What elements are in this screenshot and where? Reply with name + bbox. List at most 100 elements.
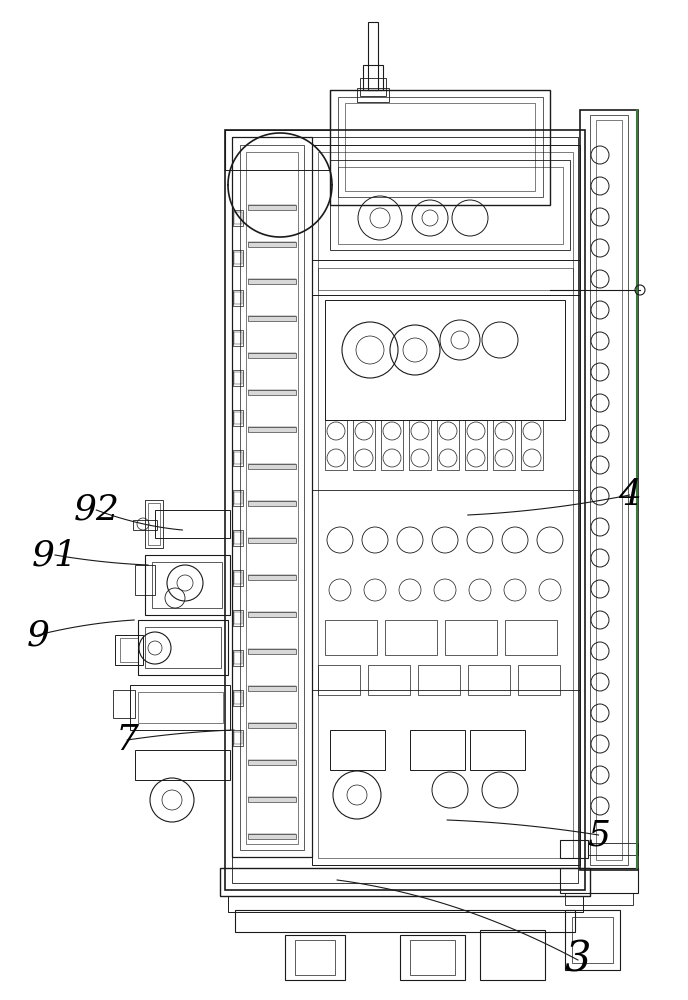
Bar xyxy=(368,665,410,695)
Bar xyxy=(480,930,545,980)
Bar xyxy=(234,252,242,264)
Bar xyxy=(234,332,242,344)
Bar xyxy=(138,692,223,723)
Bar xyxy=(135,565,155,595)
Bar xyxy=(248,760,296,765)
Bar xyxy=(368,22,378,90)
Bar xyxy=(228,896,583,912)
Bar xyxy=(233,330,243,346)
Bar xyxy=(233,730,243,746)
Bar xyxy=(312,490,580,690)
Text: 92: 92 xyxy=(74,493,119,527)
Bar xyxy=(248,649,296,654)
Bar xyxy=(410,730,465,770)
Text: 7: 7 xyxy=(116,723,139,757)
Bar xyxy=(560,868,638,893)
Bar xyxy=(248,205,296,210)
Text: 9: 9 xyxy=(26,618,50,652)
Text: 3: 3 xyxy=(565,939,591,981)
Bar xyxy=(138,620,228,675)
Bar xyxy=(596,120,622,860)
Bar xyxy=(233,690,243,706)
Bar xyxy=(248,723,296,728)
Bar xyxy=(363,65,383,90)
Bar xyxy=(409,420,431,470)
Bar xyxy=(248,501,296,506)
Bar xyxy=(234,692,242,704)
Bar xyxy=(468,665,510,695)
Bar xyxy=(357,88,389,102)
Bar xyxy=(505,620,557,655)
Bar xyxy=(248,390,296,395)
Bar xyxy=(295,940,335,975)
Bar xyxy=(220,868,590,896)
Bar xyxy=(565,893,633,905)
Bar xyxy=(470,730,525,770)
Bar xyxy=(325,300,565,420)
Bar xyxy=(572,917,613,963)
Bar xyxy=(135,750,230,780)
Bar xyxy=(145,627,221,668)
Bar xyxy=(145,555,230,615)
Bar xyxy=(234,212,242,224)
Bar xyxy=(565,910,620,970)
Bar xyxy=(400,935,465,980)
Text: 4: 4 xyxy=(618,478,641,512)
Bar xyxy=(248,797,296,802)
Bar xyxy=(312,145,580,865)
Bar xyxy=(248,427,296,432)
Bar xyxy=(360,78,386,96)
Bar xyxy=(234,412,242,424)
Bar xyxy=(437,420,459,470)
Bar xyxy=(318,152,573,858)
Bar xyxy=(318,268,573,290)
Bar xyxy=(234,452,242,464)
Bar xyxy=(248,242,296,247)
Bar xyxy=(325,620,377,655)
Bar xyxy=(233,610,243,626)
Bar xyxy=(248,316,296,321)
Bar xyxy=(330,90,550,205)
Bar xyxy=(248,279,296,284)
Bar xyxy=(521,420,543,470)
Bar xyxy=(590,115,628,865)
Bar xyxy=(233,250,243,266)
Bar xyxy=(120,638,138,662)
Bar xyxy=(113,690,135,718)
Bar xyxy=(330,730,385,770)
Bar xyxy=(234,292,242,304)
Bar xyxy=(580,110,638,870)
Bar xyxy=(234,532,242,544)
Bar xyxy=(418,665,460,695)
Bar xyxy=(232,137,578,883)
Bar xyxy=(233,570,243,586)
Bar xyxy=(225,130,330,170)
Bar xyxy=(410,940,455,975)
Bar xyxy=(130,685,230,730)
Bar xyxy=(233,410,243,426)
Bar xyxy=(234,572,242,584)
Bar xyxy=(233,530,243,546)
Bar xyxy=(148,503,160,545)
Bar xyxy=(248,575,296,580)
Bar xyxy=(345,103,535,191)
Bar xyxy=(235,910,575,932)
Bar xyxy=(155,510,230,538)
Bar xyxy=(240,145,304,850)
Bar xyxy=(225,130,585,890)
Bar xyxy=(234,652,242,664)
Bar xyxy=(385,620,437,655)
Bar xyxy=(233,490,243,506)
Bar xyxy=(233,450,243,466)
Bar xyxy=(381,420,403,470)
Bar xyxy=(493,420,515,470)
Bar xyxy=(285,935,345,980)
Bar xyxy=(312,260,580,295)
Bar xyxy=(234,612,242,624)
Bar xyxy=(234,492,242,504)
Bar xyxy=(234,372,242,384)
Bar xyxy=(318,665,360,695)
Bar xyxy=(233,290,243,306)
Text: 91: 91 xyxy=(32,538,78,572)
Bar xyxy=(133,520,157,530)
